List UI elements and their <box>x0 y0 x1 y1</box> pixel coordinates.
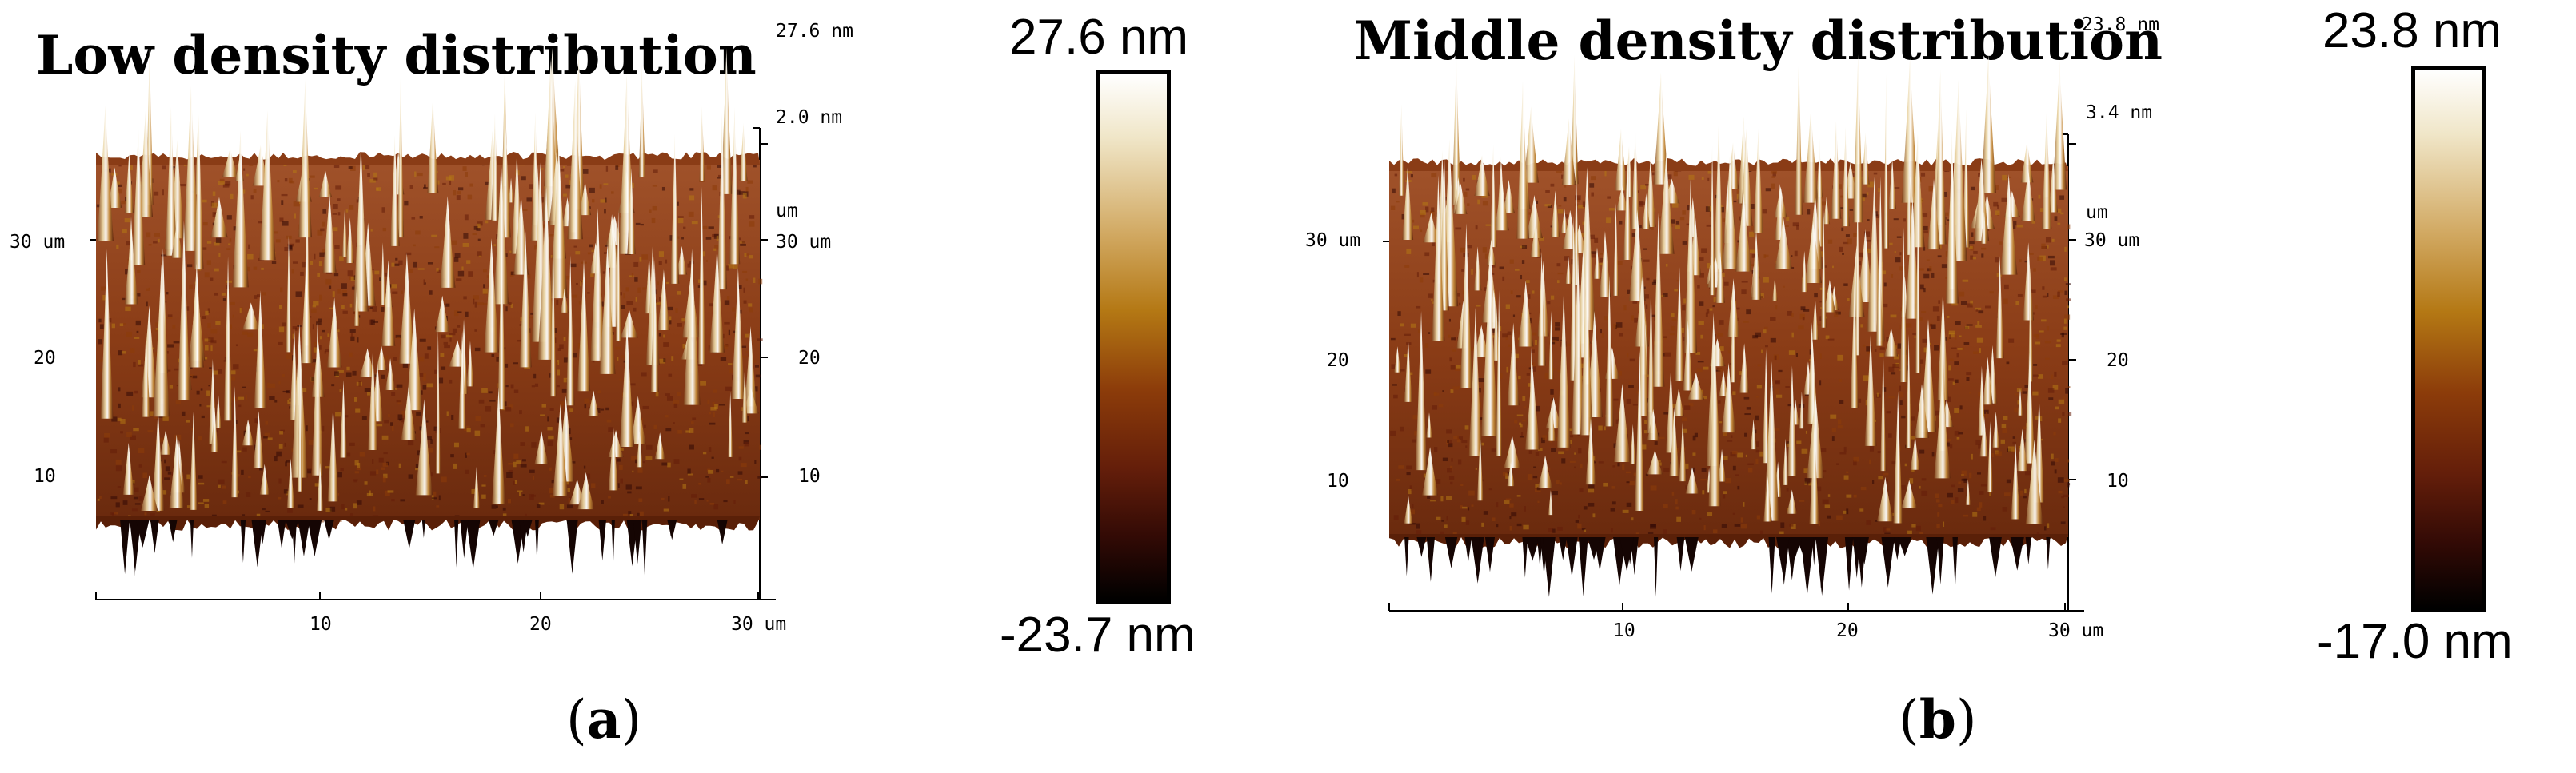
colorbar-b-min-label: -17.0 nm <box>2317 614 2513 669</box>
panel-a-left-tick-10: 10 <box>34 466 56 487</box>
panel-a-caption-letter: a <box>586 688 621 751</box>
panel-b-left-tick-30: 30 um <box>1305 230 1361 251</box>
panel-b-right-tick-10: 10 <box>2107 471 2129 492</box>
panel-b-z-mid: 3.4 nm <box>2086 102 2153 123</box>
panel-a-right-tick-30: 30 um <box>776 232 832 253</box>
panel-b-left-tick-20: 20 <box>1327 350 1349 371</box>
surf-a-topography <box>96 48 763 577</box>
panel-a-x-tick-10: 10 <box>310 614 332 635</box>
colorbar-a-max-label: 27.6 nm <box>1009 10 1189 65</box>
panel-b-title: Middle density distribution <box>1354 10 2163 72</box>
panel-b-x-tick-10: 10 <box>1613 620 1635 641</box>
panel-a-z-mid: 2.0 nm <box>776 107 843 128</box>
panel-a-x-tick-30: 30 um <box>731 614 787 635</box>
panel-b-z-top: 23.8 nm <box>2082 14 2159 35</box>
colorbar-a-min-label: -23.7 nm <box>1000 608 1196 663</box>
panel-b-caption: (b) <box>1899 688 1977 751</box>
panel-a-left-tick-30: 30 um <box>10 232 66 253</box>
colorbar-b-max-label: 23.8 nm <box>2322 3 2502 58</box>
panel-b-left-tick-10: 10 <box>1327 471 1349 492</box>
panel-a-right-tick-20: 20 <box>798 348 821 369</box>
panel-a-right-tick-10: 10 <box>798 466 821 487</box>
panel-b-caption-letter: b <box>1919 688 1956 751</box>
panel-a-y-unit: um <box>776 201 798 221</box>
panel-a-caption: (a) <box>566 688 642 751</box>
panel-b-x-tick-30: 30 um <box>2048 620 2104 641</box>
panel-a-left-tick-20: 20 <box>34 348 56 369</box>
panel-b-y-unit: um <box>2086 202 2108 223</box>
panel-a-z-top: 27.6 nm <box>776 21 853 42</box>
colorbar-a <box>1096 70 1171 604</box>
panel-b-x-tick-20: 20 <box>1836 620 1859 641</box>
panel-a-title: Low density distribution <box>36 24 757 86</box>
panel-a-x-tick-20: 20 <box>529 614 552 635</box>
surf-b-topography <box>1389 54 2072 597</box>
colorbar-b <box>2411 66 2486 612</box>
panel-b-right-tick-20: 20 <box>2107 350 2129 371</box>
panel-b-right-tick-30: 30 um <box>2084 230 2140 251</box>
